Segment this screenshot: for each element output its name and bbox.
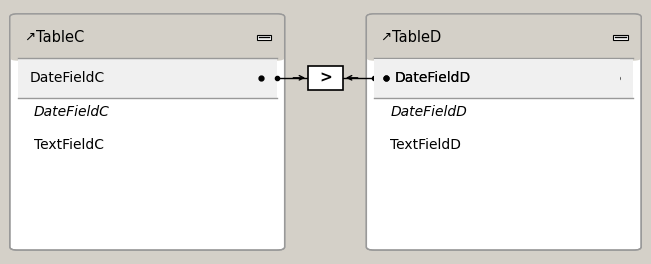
Bar xyxy=(308,66,343,89)
Text: ↗: ↗ xyxy=(24,31,35,44)
Bar xyxy=(374,59,620,97)
Text: TextFieldC: TextFieldC xyxy=(34,138,104,152)
Text: DateFieldD: DateFieldD xyxy=(395,71,471,85)
Text: TextFieldD: TextFieldD xyxy=(391,138,462,152)
Text: TableC: TableC xyxy=(36,30,84,45)
Bar xyxy=(374,37,633,58)
Bar xyxy=(613,35,628,40)
Text: >: > xyxy=(319,70,332,85)
Bar xyxy=(374,58,633,98)
FancyBboxPatch shape xyxy=(367,14,641,61)
FancyBboxPatch shape xyxy=(10,14,284,61)
Text: DateFieldD: DateFieldD xyxy=(391,105,467,119)
Bar xyxy=(256,35,271,40)
Text: DateFieldC: DateFieldC xyxy=(29,71,105,85)
Text: TableD: TableD xyxy=(393,30,441,45)
FancyBboxPatch shape xyxy=(10,14,284,250)
Text: ↗: ↗ xyxy=(381,31,392,44)
Bar xyxy=(18,58,277,98)
Bar xyxy=(18,17,277,58)
Text: DateFieldD: DateFieldD xyxy=(395,71,471,85)
Bar xyxy=(374,17,633,58)
FancyBboxPatch shape xyxy=(367,14,641,250)
Text: DateFieldC: DateFieldC xyxy=(34,105,109,119)
Text: DateFieldD: DateFieldD xyxy=(386,71,462,85)
Bar xyxy=(18,37,277,58)
